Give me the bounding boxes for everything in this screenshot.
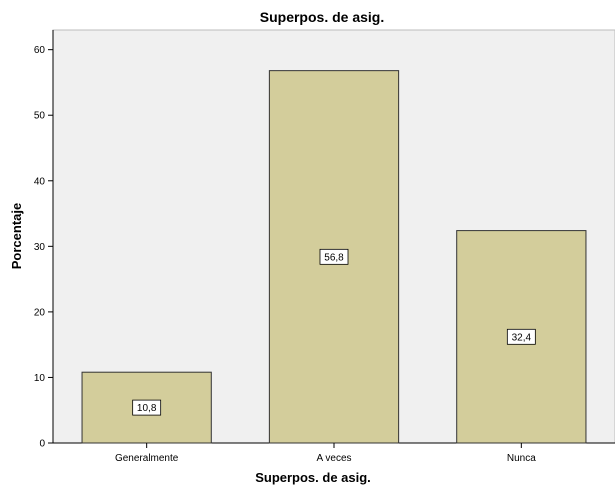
data-label: 32,4	[512, 332, 532, 343]
y-tick-label: 10	[34, 373, 46, 384]
y-axis-ticks: 0 10 20 30 40 50 60	[34, 45, 53, 450]
x-axis-ticks: Generalmente A veces Nunca	[115, 443, 536, 464]
data-label-box	[319, 248, 349, 265]
chart-title: Superpos. de asig.	[260, 9, 384, 25]
bar	[268, 70, 400, 444]
x-tick-label: Nunca	[507, 453, 536, 464]
y-tick-label: 20	[34, 307, 46, 318]
bars-group: 10,8 56,8 32,4	[81, 70, 587, 444]
y-tick-label: 40	[34, 176, 46, 187]
x-tick-label: Generalmente	[115, 453, 179, 464]
data-label-box	[506, 328, 536, 345]
x-axis-label: Superpos. de asig.	[255, 470, 371, 485]
y-tick-label: 50	[34, 111, 46, 122]
y-tick-label: 60	[34, 45, 46, 56]
data-label: 56,8	[324, 252, 344, 263]
x-tick-label: A veces	[316, 453, 351, 464]
y-tick-label: 0	[39, 439, 45, 450]
y-axis-label: Porcentaje	[9, 203, 24, 269]
data-label: 10,8	[137, 403, 157, 414]
y-tick-label: 30	[34, 242, 46, 253]
data-label-box	[132, 399, 162, 416]
